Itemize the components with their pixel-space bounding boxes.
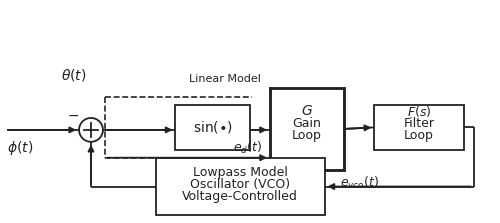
Text: $F(s)$: $F(s)$ — [406, 103, 431, 118]
Ellipse shape — [79, 118, 103, 142]
Text: Voltage-Controlled: Voltage-Controlled — [182, 190, 298, 203]
Text: $e_d(t)$: $e_d(t)$ — [234, 140, 262, 156]
Bar — [156, 158, 324, 215]
Text: $G$: $G$ — [300, 104, 312, 118]
Text: Loop: Loop — [292, 129, 322, 142]
Text: Oscillator (VCO): Oscillator (VCO) — [190, 178, 290, 191]
Text: Lowpass Model: Lowpass Model — [192, 166, 288, 179]
Text: Loop: Loop — [404, 129, 434, 142]
Text: $\sin(\bullet)$: $\sin(\bullet)$ — [192, 119, 233, 135]
Text: $\theta(t)$: $\theta(t)$ — [61, 67, 86, 83]
Text: $-$: $-$ — [67, 108, 79, 122]
Bar — [176, 105, 250, 150]
Text: $\phi(t)$: $\phi(t)$ — [6, 139, 32, 157]
Bar — [270, 88, 344, 170]
Text: Gain: Gain — [292, 118, 321, 130]
Text: $e_{vco}(t)$: $e_{vco}(t)$ — [340, 175, 379, 191]
Text: Linear Model: Linear Model — [189, 74, 261, 84]
Bar — [374, 105, 464, 150]
Text: Filter: Filter — [404, 118, 434, 130]
